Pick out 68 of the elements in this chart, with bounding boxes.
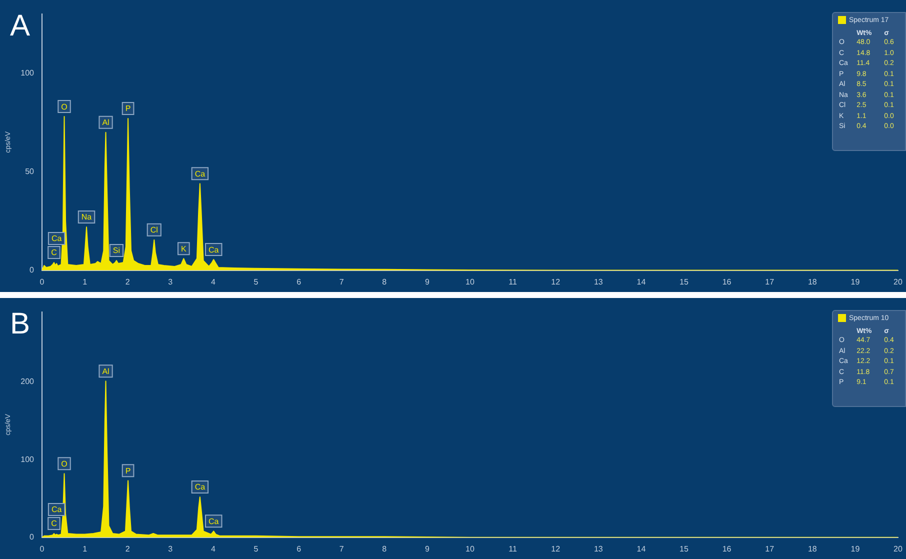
x-tick-label: 14 <box>636 277 646 286</box>
annotation: Ca <box>51 234 62 244</box>
x-tick-label: 8 <box>382 544 388 554</box>
x-tick-label: 2 <box>125 277 130 286</box>
x-tick-label: 15 <box>680 277 689 286</box>
y-tick-label: 0 <box>30 266 35 275</box>
y-tick-label: 100 <box>20 68 35 78</box>
x-tick-label: 12 <box>551 277 561 286</box>
annotation: Ca <box>208 516 220 526</box>
x-tick-label: 16 <box>722 544 732 554</box>
x-tick-label: 19 <box>850 277 860 286</box>
annotation: C <box>51 519 58 528</box>
x-tick-label: 5 <box>254 277 259 286</box>
x-tick-label: 8 <box>382 277 388 286</box>
annotation: Ca <box>194 482 206 492</box>
x-tick-label: 9 <box>424 544 430 554</box>
x-tick-label: 12 <box>551 544 561 554</box>
y-tick-label: 100 <box>20 454 35 464</box>
annotation: P <box>125 466 131 476</box>
x-tick-label: 7 <box>339 544 344 554</box>
y-tick-label: 50 <box>25 166 35 176</box>
x-tick-label: 13 <box>594 544 604 554</box>
x-tick-label: 4 <box>210 544 216 554</box>
annotation: Ca <box>51 505 62 514</box>
annotation: Ca <box>194 169 206 178</box>
x-tick-label: 14 <box>636 544 646 554</box>
x-tick-label: 6 <box>296 277 302 286</box>
x-tick-label: 10 <box>466 544 475 554</box>
x-tick-label: 3 <box>168 544 174 554</box>
annotation: Na <box>81 212 92 222</box>
x-tick-label: 16 <box>722 277 732 286</box>
x-tick-label: 9 <box>424 277 430 286</box>
y-tick-label: 200 <box>20 377 35 386</box>
x-tick-label: 2 <box>125 544 130 554</box>
x-tick-label: 17 <box>765 277 775 286</box>
annotation: O <box>61 102 68 112</box>
x-tick-label: 1 <box>82 277 88 286</box>
x-tick-label: 19 <box>850 544 860 554</box>
x-tick-label: 0 <box>40 544 45 554</box>
x-tick-label: 20 <box>894 277 903 286</box>
x-tick-label: 6 <box>296 544 302 554</box>
x-tick-label: 0 <box>40 277 45 286</box>
x-tick-label: 7 <box>339 277 344 286</box>
chart-title: A <box>10 9 30 42</box>
x-tick-label: 18 <box>808 544 818 554</box>
annotation: Ca <box>208 245 220 254</box>
x-tick-label: 13 <box>594 277 604 286</box>
x-tick-label: 1 <box>82 544 88 554</box>
x-tick-label: 17 <box>765 544 775 554</box>
x-tick-label: 11 <box>508 277 518 286</box>
x-tick-label: 15 <box>680 544 689 554</box>
annotation: Al <box>102 366 110 376</box>
x-tick-label: 5 <box>254 544 259 554</box>
x-tick-label: 3 <box>168 277 174 286</box>
annotation: Al <box>102 118 110 128</box>
x-tick-label: 4 <box>210 277 216 286</box>
x-tick-label: 11 <box>508 544 518 554</box>
annotation: O <box>61 459 68 468</box>
x-tick-label: 10 <box>466 277 475 286</box>
x-tick-label: 18 <box>808 277 818 286</box>
x-tick-label: 20 <box>894 544 903 554</box>
annotation: K <box>180 244 187 254</box>
chart-title: B <box>10 307 30 340</box>
annotation: C <box>51 248 58 258</box>
annotation: Cl <box>150 226 158 235</box>
annotation: P <box>125 104 131 114</box>
annotation: Si <box>112 246 120 256</box>
y-tick-label: 0 <box>30 532 35 542</box>
